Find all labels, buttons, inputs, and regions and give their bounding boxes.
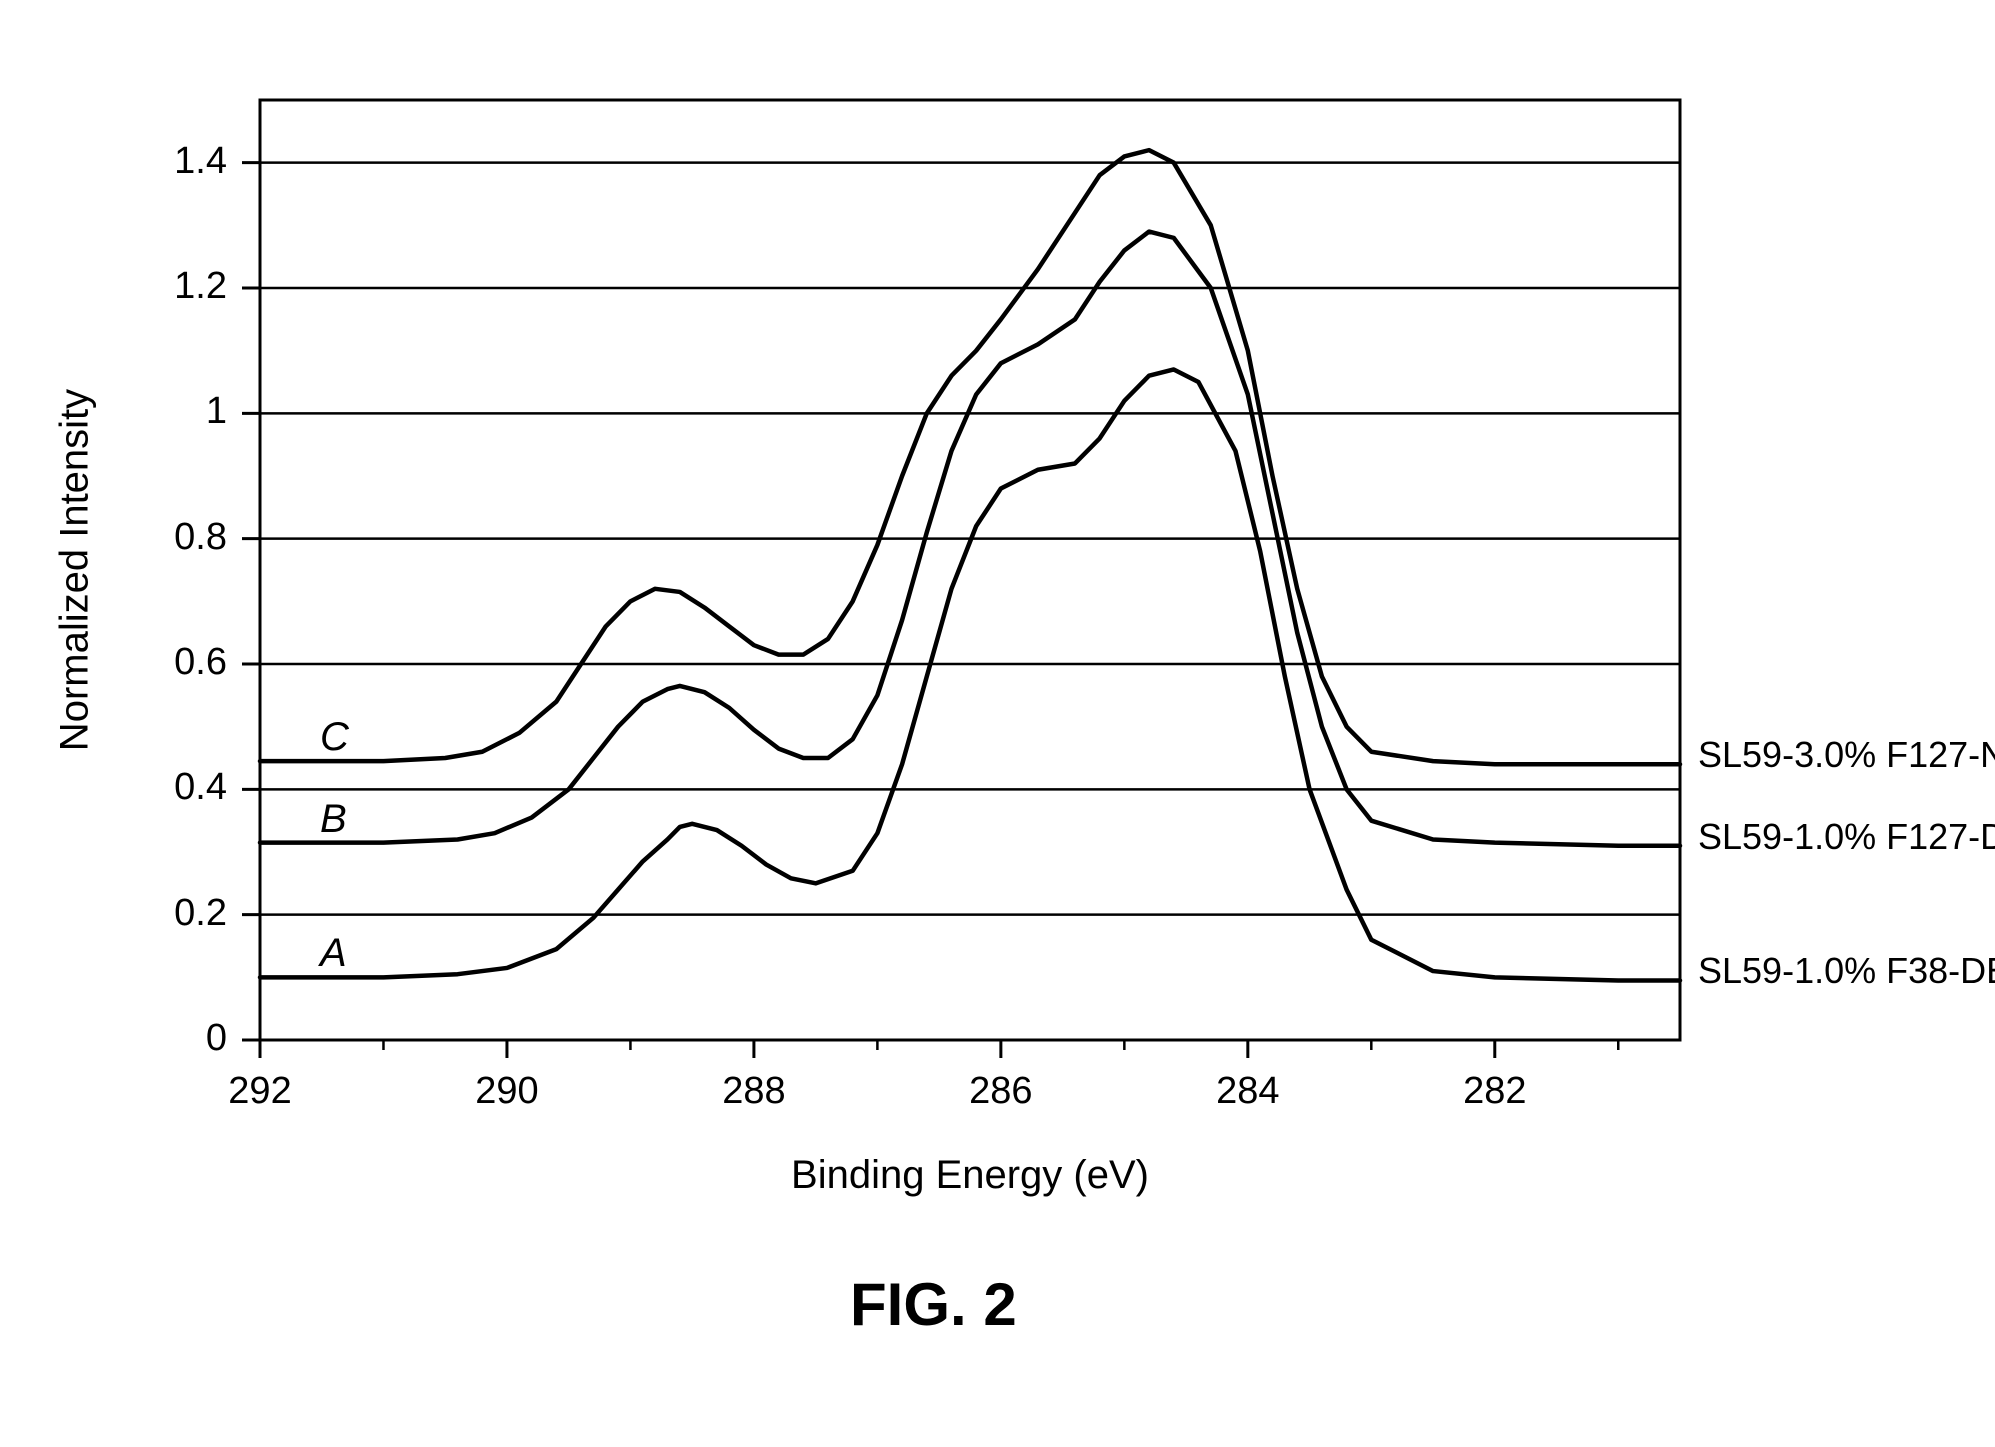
ytick-label: 0.4 bbox=[117, 766, 227, 809]
ytick-label: 0.2 bbox=[117, 892, 227, 935]
xtick-label: 292 bbox=[200, 1070, 320, 1113]
chart-container: 0 0.2 0.4 0.6 0.8 1 1.2 1.4 292 290 288 286 284 282 No… bbox=[40, 40, 1995, 1385]
series-label-C: SL59-3.0% F127-NF bbox=[1698, 734, 1995, 776]
xtick-label: 284 bbox=[1188, 1070, 1308, 1113]
ytick-label: 0 bbox=[117, 1017, 227, 1060]
y-axis-label: Normalized Intensity bbox=[53, 389, 98, 751]
curve-letter-C: C bbox=[320, 715, 349, 760]
xtick-label: 286 bbox=[941, 1070, 1061, 1113]
figure-title: FIG. 2 bbox=[850, 1270, 1017, 1339]
ytick-label: 0.6 bbox=[117, 641, 227, 684]
ytick-label: 1.2 bbox=[117, 265, 227, 308]
curve-letter-B: B bbox=[320, 797, 347, 842]
xtick-label: 288 bbox=[694, 1070, 814, 1113]
curve-letter-A: A bbox=[320, 931, 347, 976]
series-label-A: SL59-1.0% F38-DE bbox=[1698, 950, 1995, 992]
ytick-label: 0.8 bbox=[117, 516, 227, 559]
labels-layer: 0 0.2 0.4 0.6 0.8 1 1.2 1.4 292 290 288 286 284 282 No… bbox=[40, 40, 1995, 1380]
xtick-label: 290 bbox=[447, 1070, 567, 1113]
ytick-label: 1 bbox=[117, 390, 227, 433]
xtick-label: 282 bbox=[1435, 1070, 1555, 1113]
series-label-B: SL59-1.0% F127-DE bbox=[1698, 816, 1995, 858]
ytick-label: 1.4 bbox=[117, 140, 227, 183]
x-axis-label: Binding Energy (eV) bbox=[750, 1153, 1190, 1198]
